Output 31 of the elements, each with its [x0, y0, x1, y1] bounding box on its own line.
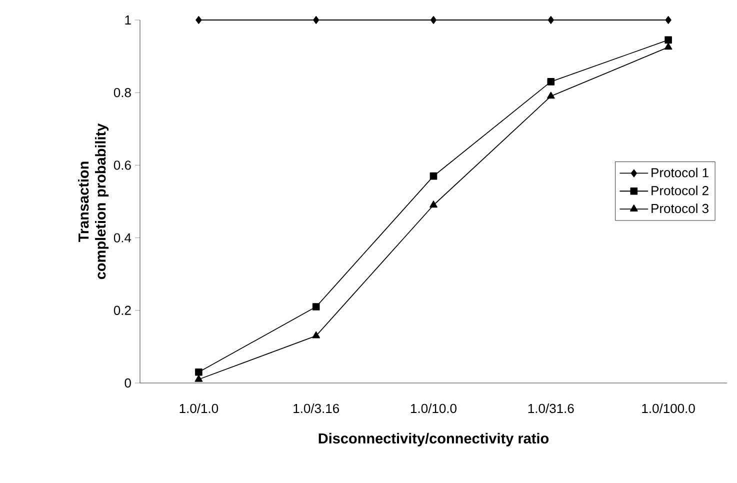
x-tick-label: 1.0/100.0 — [642, 404, 695, 414]
point — [548, 16, 554, 24]
y-tick-label: 0.4 — [114, 233, 132, 242]
point — [430, 172, 438, 180]
point — [195, 368, 202, 376]
point — [313, 16, 320, 24]
point — [664, 42, 672, 50]
x-tick-label: 1.0/3.16 — [294, 404, 340, 414]
point — [430, 200, 438, 208]
point — [547, 78, 555, 86]
y-tick-label: 1 — [125, 16, 131, 24]
x-tick-label: 1.0/31.6 — [528, 404, 574, 414]
y-tick-label: 0.6 — [114, 160, 131, 170]
point — [665, 16, 672, 24]
point — [312, 303, 320, 310]
point — [430, 16, 437, 24]
y-tick-label: 0.8 — [114, 88, 131, 98]
legend-label: Protocol 1 — [652, 168, 708, 178]
point — [312, 331, 320, 338]
y-tick-label: 0 — [124, 378, 131, 388]
x-tick-label: 1.0/10.0 — [410, 404, 456, 414]
legend-label: Protocol 2 — [652, 186, 708, 196]
legend-label: Protocol 3 — [652, 204, 708, 214]
point — [194, 374, 203, 382]
y-tick-label: 0.2 — [114, 306, 131, 315]
point — [664, 36, 672, 44]
x-axis-title: Disconnectivity/connectivity ratio — [318, 432, 549, 446]
point — [546, 92, 555, 99]
x-tick-label: 1.0/1.0 — [180, 404, 218, 414]
y-axis-title: Transaction completion probability — [78, 123, 109, 280]
point — [196, 16, 202, 24]
